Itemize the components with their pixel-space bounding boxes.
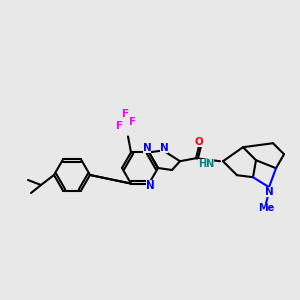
Text: F: F (129, 117, 137, 128)
Text: F: F (122, 110, 130, 119)
Text: N: N (265, 187, 273, 197)
Text: N: N (146, 181, 154, 190)
Text: O: O (195, 137, 203, 147)
Text: HN: HN (198, 159, 214, 169)
Text: F: F (116, 122, 124, 131)
Text: N: N (160, 143, 168, 153)
Text: N: N (142, 143, 152, 153)
Text: Me: Me (258, 203, 274, 213)
Text: N: N (146, 180, 154, 190)
